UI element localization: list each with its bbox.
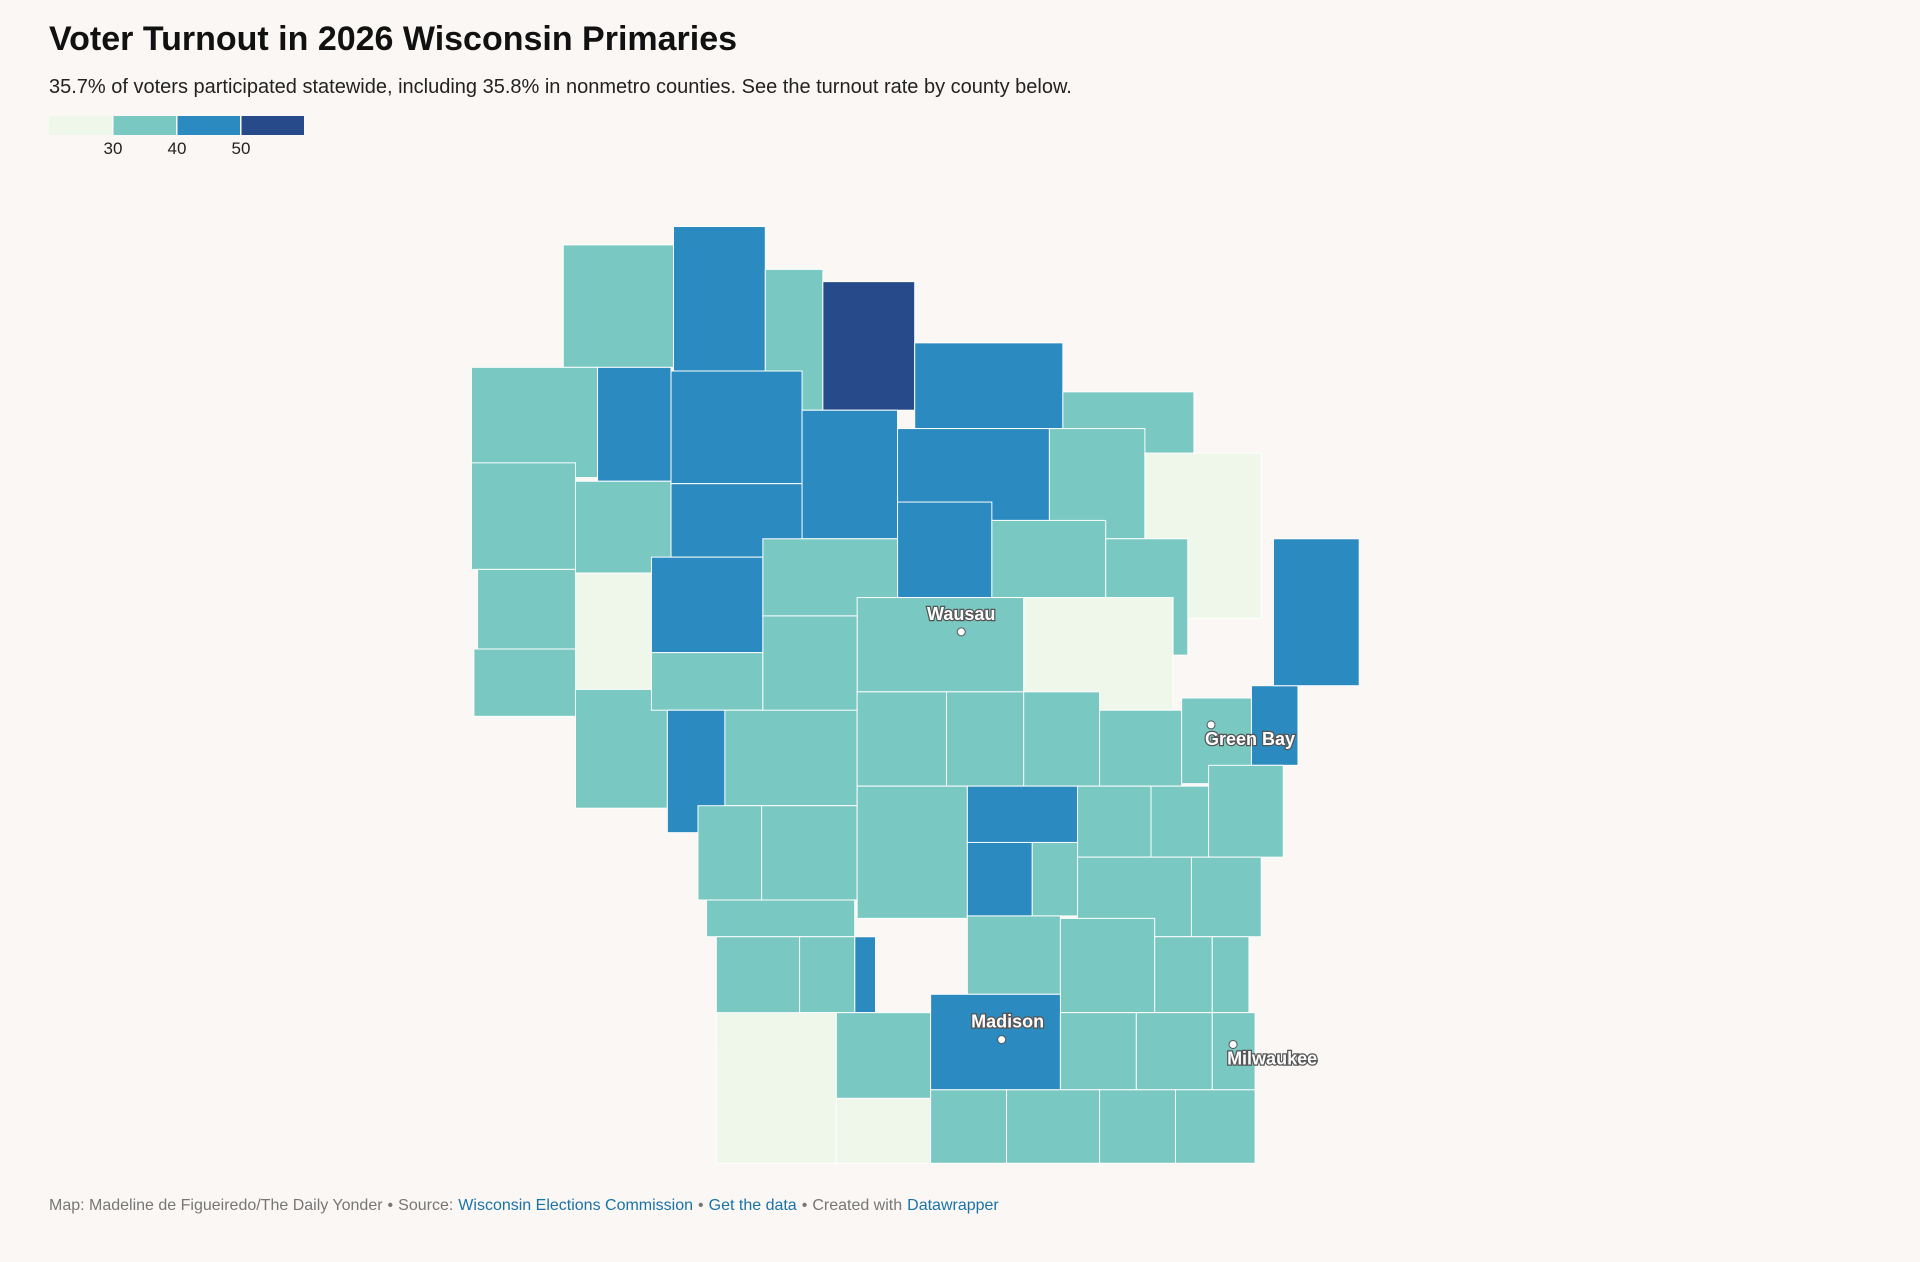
county: [1059, 917, 1156, 1014]
county: [966, 785, 1079, 843]
county: [715, 1012, 837, 1164]
county: [1208, 764, 1284, 858]
city-dot: [997, 1035, 1007, 1045]
city-label: Madison: [971, 1012, 1044, 1032]
map: [470, 226, 1360, 1164]
city-label: Green Bay: [1205, 729, 1295, 749]
county: [477, 568, 577, 650]
county: [1211, 936, 1250, 1014]
city-dot: [956, 627, 966, 637]
county: [930, 993, 1061, 1091]
city-label: Milwaukee: [1227, 1048, 1317, 1068]
county: [946, 691, 1025, 787]
county: [1211, 1012, 1256, 1091]
legend-swatch: [49, 116, 112, 135]
city-dot: [1206, 720, 1216, 730]
county: [801, 409, 899, 540]
county: [897, 501, 993, 599]
city-labels: Wausau Green Bay Madison Milwaukee: [926, 603, 1319, 1070]
city-dot: [1228, 1039, 1238, 1049]
county: [672, 226, 766, 372]
county: [930, 1089, 1008, 1164]
county: [1175, 1089, 1256, 1164]
legend-swatch: [177, 116, 240, 135]
county: [697, 805, 763, 901]
county: [914, 342, 1064, 430]
county: [575, 572, 652, 690]
county: [724, 709, 858, 807]
county: [856, 597, 1025, 693]
county: [762, 538, 899, 617]
city-label: Wausau: [927, 604, 995, 624]
footer-link[interactable]: Datawrapper: [907, 1197, 999, 1214]
legend-tick-label: 40: [168, 139, 187, 158]
county: [761, 805, 858, 901]
county: [1099, 709, 1183, 787]
county: [966, 915, 1061, 995]
legend: 30 40 50: [49, 116, 304, 158]
county: [966, 841, 1033, 917]
county: [562, 244, 674, 368]
county: [1077, 785, 1152, 858]
county: [1031, 841, 1079, 917]
county: [1272, 538, 1360, 687]
footer-text: Map: Madeline de Figueiredo/The Daily Yo…: [49, 1197, 383, 1214]
legend-swatch: [113, 116, 176, 135]
county: [650, 652, 764, 711]
legend-tick-label: 30: [104, 139, 123, 158]
legend-swatch: [241, 116, 304, 135]
footer-text: •: [802, 1197, 808, 1214]
county: [1059, 1012, 1137, 1091]
county: [1154, 936, 1213, 1014]
county: [1250, 685, 1299, 766]
county: [856, 691, 948, 787]
county: [470, 462, 577, 570]
footer-text: Source:: [398, 1197, 453, 1214]
county: [835, 1097, 932, 1164]
footer: Map: Madeline de Figueiredo/The Daily Yo…: [49, 1197, 999, 1214]
county: [670, 370, 803, 485]
county: [473, 648, 577, 717]
county: [822, 281, 916, 411]
county: [991, 519, 1107, 599]
footer-link[interactable]: Get the data: [709, 1197, 797, 1214]
subtitle: 35.7% of voters participated statewide, …: [49, 76, 1072, 98]
title: Voter Turnout in 2026 Wisconsin Primarie…: [49, 20, 737, 58]
county: [1135, 1012, 1213, 1091]
footer-text: •: [388, 1197, 394, 1214]
county: [835, 1012, 932, 1099]
footer-text: Created with: [812, 1197, 902, 1214]
footer-text: •: [698, 1197, 704, 1214]
county: [1099, 1089, 1177, 1164]
county: [1006, 1089, 1101, 1164]
county: [1190, 856, 1262, 938]
county: [799, 936, 856, 1014]
county: [470, 366, 599, 479]
county: [650, 556, 764, 654]
county: [706, 899, 856, 938]
county: [854, 936, 877, 1014]
county: [597, 366, 672, 482]
legend-tick-label: 50: [232, 139, 251, 158]
county: [1150, 785, 1210, 858]
footer-link[interactable]: Wisconsin Elections Commission: [458, 1197, 693, 1214]
county: [856, 785, 968, 919]
county: [1023, 691, 1101, 787]
